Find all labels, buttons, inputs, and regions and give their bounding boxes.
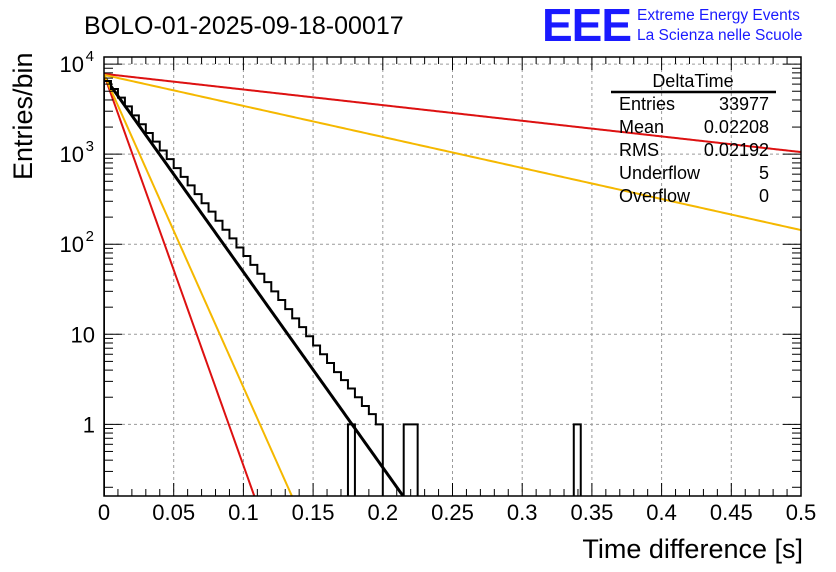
stats-label-overflow: Overflow xyxy=(619,186,691,206)
y-tick-label: 1 xyxy=(83,412,95,437)
x-axis-label: Time difference [s] xyxy=(582,534,803,564)
axes xyxy=(103,56,802,497)
fit-curves xyxy=(104,72,801,496)
x-tick-label: 0.3 xyxy=(507,500,538,525)
y-tick-label: 10 xyxy=(60,52,84,77)
stats-label-rms: RMS xyxy=(619,140,659,160)
x-tick-label: 0 xyxy=(98,500,110,525)
stats-label-mean: Mean xyxy=(619,117,664,137)
histogram-bin-isolated xyxy=(402,423,419,496)
fit-curve-red-shallow xyxy=(104,72,801,154)
fit-curve-yellow-steep xyxy=(104,73,293,496)
histogram-outline xyxy=(104,79,384,496)
eee-logo-mark: EEE xyxy=(542,0,631,51)
stats-box: DeltaTime Entries 33977 Mean 0.02208 RMS… xyxy=(611,71,776,206)
x-tick-label: 0.5 xyxy=(786,500,817,525)
tick-labels: 0 0.05 0.1 0.15 0.2 0.25 0.3 0.35 0.4 0.45 0.510 41… xyxy=(60,48,817,525)
stats-label-entries: Entries xyxy=(619,94,675,114)
fit-curve-data-fit xyxy=(104,75,405,496)
fit-curve-red-steep xyxy=(104,74,256,496)
x-tick-label: 0.25 xyxy=(431,500,474,525)
stats-value-entries: 33977 xyxy=(719,94,769,114)
eee-logo: EEE Extreme Energy Events La Scienza nel… xyxy=(542,0,802,51)
x-tick-label: 0.35 xyxy=(570,500,613,525)
stats-label-underflow: Underflow xyxy=(619,163,701,183)
stats-title: DeltaTime xyxy=(652,71,733,91)
y-tick-label-exponent: 4 xyxy=(86,48,94,65)
chart-title: BOLO-01-2025-09-18-00017 xyxy=(84,12,404,40)
y-tick-label: 10 xyxy=(60,142,84,167)
eee-logo-line1: Extreme Energy Events xyxy=(637,7,800,24)
x-tick-label: 0.4 xyxy=(646,500,677,525)
histogram-bin-isolated xyxy=(346,423,356,496)
stats-value-rms: 0.02192 xyxy=(704,140,769,160)
x-tick-label: 0.45 xyxy=(710,500,753,525)
y-tick-label: 10 xyxy=(71,322,95,347)
stats-value-overflow: 0 xyxy=(759,186,769,206)
stats-value-mean: 0.02208 xyxy=(704,117,769,137)
x-tick-label: 0.2 xyxy=(368,500,399,525)
x-tick-label: 0.15 xyxy=(292,500,335,525)
y-tick-label-exponent: 2 xyxy=(86,228,94,245)
y-tick-label: 10 xyxy=(60,232,84,257)
y-tick-label-exponent: 3 xyxy=(86,138,94,155)
stats-value-underflow: 5 xyxy=(759,163,769,183)
x-tick-label: 0.1 xyxy=(228,500,259,525)
x-tick-label: 0.05 xyxy=(152,500,195,525)
fit-curve-yellow-shallow xyxy=(104,73,801,232)
eee-logo-line2: La Scienza nelle Scuole xyxy=(637,27,802,44)
y-axis-label: Entries/bin xyxy=(8,52,38,180)
histogram-bin-isolated xyxy=(572,423,582,496)
histogram xyxy=(104,79,582,496)
